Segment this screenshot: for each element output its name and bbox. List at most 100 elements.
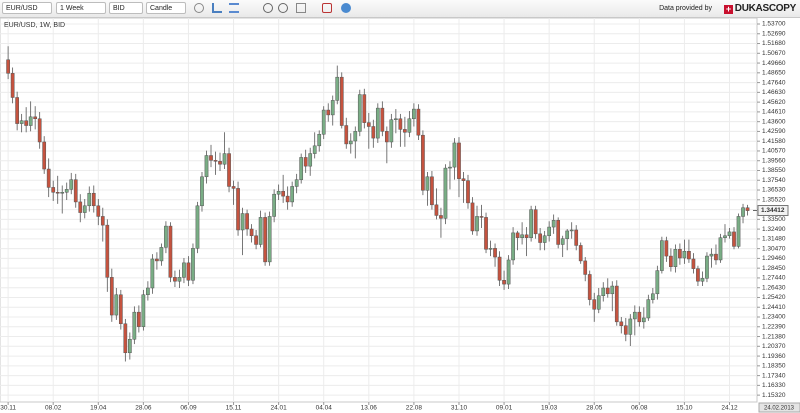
provider-text: Data provided by (659, 5, 712, 12)
candle-body (425, 176, 430, 191)
candle-body (105, 224, 110, 278)
candle-body (470, 202, 475, 232)
candle-body (159, 247, 164, 262)
draw-button[interactable] (212, 3, 222, 13)
candle-body (326, 109, 331, 116)
y-tick-label: 1.36530 (762, 187, 786, 194)
candle-body (168, 225, 173, 278)
candle-body (132, 311, 137, 340)
candle-body (416, 108, 421, 136)
logo[interactable]: + DUKASCOPY (723, 2, 796, 15)
y-tick-label: 1.51680 (762, 40, 786, 47)
candle-body (348, 140, 353, 145)
x-tick-label: 15.11 (226, 405, 242, 412)
candle-body (155, 258, 159, 262)
y-tick-label: 1.21380 (762, 333, 786, 340)
candle-body (366, 122, 371, 127)
candle-body (619, 321, 624, 326)
candle-body (574, 229, 579, 246)
zoom-in-button[interactable] (263, 3, 273, 13)
y-tick-label: 1.30470 (762, 245, 786, 252)
candle-body (114, 294, 119, 316)
candle-body (123, 323, 128, 354)
candle-body (524, 234, 529, 238)
candle-body (249, 228, 254, 237)
candle-body (182, 262, 186, 278)
y-tick-label: 1.47640 (762, 79, 786, 86)
candle-body (660, 240, 664, 271)
candle-body (529, 209, 533, 238)
candle-body (587, 274, 592, 300)
logo-cross: + (723, 5, 733, 14)
candle-body (6, 59, 10, 74)
y-tick-label: 1.41580 (762, 138, 786, 145)
candle-body (375, 107, 380, 139)
side-select[interactable]: BID (109, 2, 143, 14)
chart-title: EUR/USD, 1W, BID (4, 22, 65, 29)
candle-body (727, 231, 732, 237)
instrument-select[interactable]: EUR/USD (2, 2, 52, 14)
candle-body (222, 153, 227, 165)
candle-body (628, 318, 633, 335)
candle-body (407, 118, 412, 133)
candle-body (127, 338, 132, 354)
candle-body (651, 293, 655, 300)
candle-body (335, 76, 340, 101)
x-tick-label: 09.01 (496, 405, 513, 412)
candle-body (299, 157, 304, 180)
y-tick-label: 1.17340 (762, 372, 786, 379)
x-tick-label: 28.06 (135, 405, 152, 412)
candle-body (448, 166, 452, 169)
y-tick-label: 1.31480 (762, 236, 786, 243)
candle-body (344, 125, 349, 145)
candle-body (592, 299, 597, 310)
info-button[interactable] (341, 3, 351, 13)
candle-body (240, 213, 245, 231)
y-tick-label: 1.46630 (762, 89, 786, 96)
candle-body (91, 192, 96, 207)
x-tick-label: 06.08 (631, 405, 648, 412)
y-tick-label: 1.28450 (762, 265, 786, 272)
chart-type-select[interactable]: Candle (146, 2, 186, 14)
zoom-out-button[interactable] (278, 3, 288, 13)
candle-body (69, 179, 74, 190)
x-tick-label: 15.10 (676, 405, 693, 412)
candle-body (258, 217, 263, 245)
candle-body (700, 278, 705, 282)
y-tick-label: 1.27440 (762, 275, 786, 282)
period-select[interactable]: 1 Week (56, 2, 106, 14)
candle-body (218, 161, 222, 165)
candle-body (461, 178, 466, 181)
x-end-box (758, 402, 800, 413)
candle-body (177, 277, 182, 282)
candle-body (73, 179, 78, 203)
candle-body (389, 119, 394, 143)
candle-body (150, 258, 155, 289)
candle-body (506, 259, 511, 285)
theme-button[interactable] (194, 3, 204, 13)
candle-body (421, 134, 425, 191)
candle-body (673, 249, 678, 267)
candle-body (118, 294, 123, 325)
candle-body (443, 167, 448, 219)
indicator-button[interactable] (229, 3, 239, 13)
y-tick-label: 1.19360 (762, 353, 786, 360)
candle-body (632, 311, 637, 320)
candle-body (705, 255, 709, 279)
candle-body (281, 191, 285, 197)
candle-body (100, 216, 105, 226)
candle-body (745, 207, 750, 211)
fit-button[interactable] (296, 3, 306, 13)
x-tick-label: 30.11 (0, 405, 16, 412)
candle-body (439, 215, 443, 219)
candle-body (412, 108, 416, 120)
print-button[interactable] (322, 3, 332, 13)
candle-body (551, 220, 556, 228)
candle-body (623, 325, 628, 335)
candle-body (357, 94, 362, 132)
candle-body (209, 155, 213, 161)
candle-body (204, 155, 209, 178)
x-tick-label: 08.02 (45, 405, 62, 412)
candle-body (479, 216, 484, 218)
